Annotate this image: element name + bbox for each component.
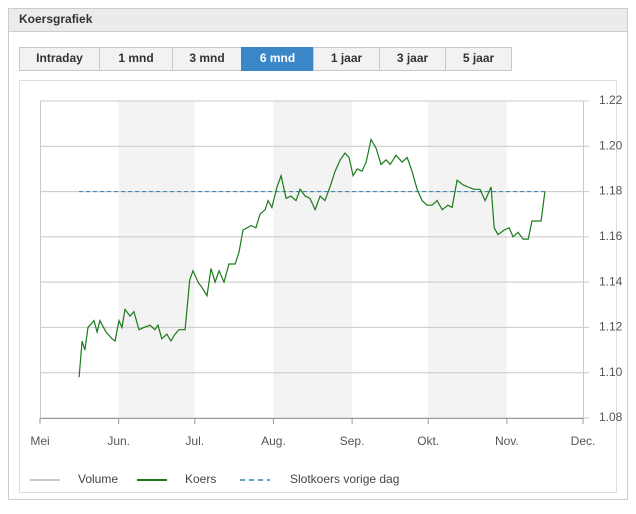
y-tick-label: 1.12 xyxy=(599,320,623,334)
month-band xyxy=(273,101,353,418)
x-tick-label: Aug. xyxy=(261,434,286,448)
tab-label[interactable]: 1 jaar xyxy=(331,51,363,65)
tab-label[interactable]: 6 mnd xyxy=(260,51,295,65)
tab-label[interactable]: 1 mnd xyxy=(118,51,153,65)
legend-label: Koers xyxy=(185,472,216,486)
tab-label[interactable]: 3 mnd xyxy=(189,51,224,65)
chart-panel xyxy=(19,80,617,493)
x-tick-label: Mei xyxy=(30,434,49,448)
tab[interactable] xyxy=(445,47,512,71)
month-band xyxy=(428,101,507,418)
y-tick-label: 1.22 xyxy=(599,93,623,107)
y-tick-label: 1.18 xyxy=(599,184,623,198)
y-tick-label: 1.16 xyxy=(599,229,623,243)
x-tick-label: Jul. xyxy=(185,434,204,448)
legend-label: Slotkoers vorige dag xyxy=(290,472,399,486)
tab-label[interactable]: Intraday xyxy=(36,51,83,65)
x-tick-label: Jun. xyxy=(107,434,130,448)
x-tick-label: Dec. xyxy=(571,434,596,448)
tab-label[interactable]: 3 jaar xyxy=(397,51,429,65)
legend-label: Volume xyxy=(78,472,118,486)
x-tick-label: Okt. xyxy=(417,434,439,448)
price-line xyxy=(78,137,546,378)
x-tick-label: Nov. xyxy=(495,434,519,448)
y-tick-label: 1.14 xyxy=(599,274,623,288)
header-bar xyxy=(9,9,627,31)
y-tick-label: 1.20 xyxy=(599,138,623,152)
y-tick-label: 1.10 xyxy=(599,365,623,379)
tab-label[interactable]: 5 jaar xyxy=(463,51,495,65)
y-tick-label: 1.08 xyxy=(599,410,623,424)
header-title: Koersgrafiek xyxy=(19,12,93,26)
month-band xyxy=(118,101,195,418)
x-tick-label: Sep. xyxy=(340,434,365,448)
